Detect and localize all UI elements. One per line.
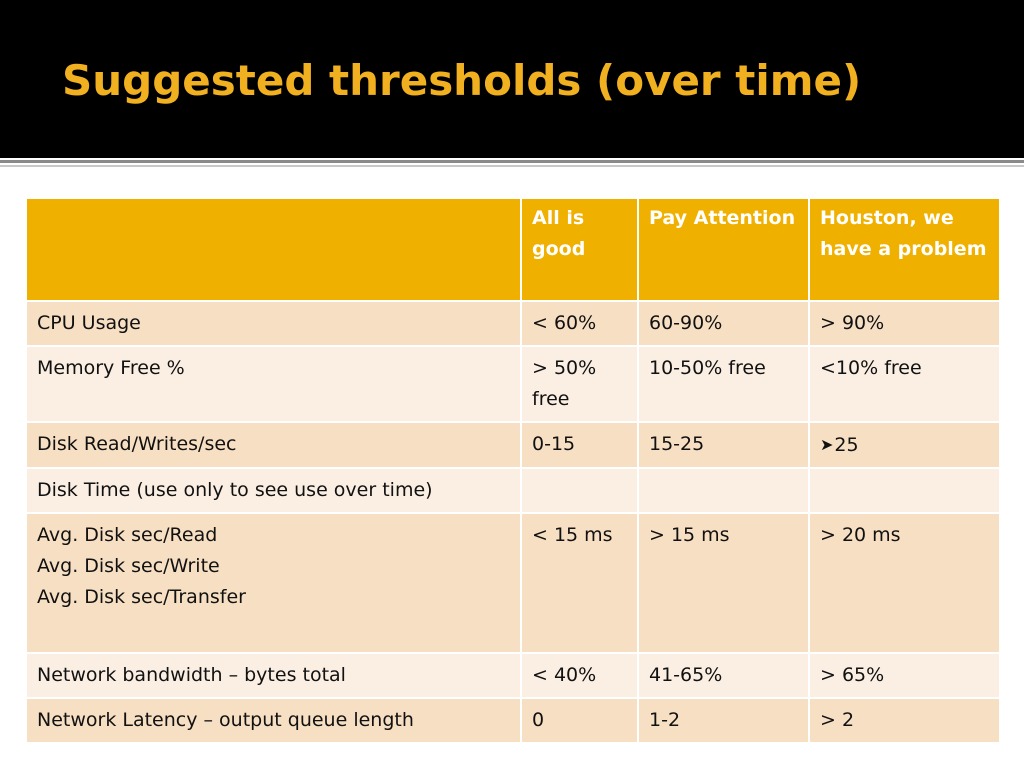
- attention-cell: 1-2: [637, 697, 810, 744]
- problem-cell: > 20 ms: [808, 512, 1001, 654]
- header-pay-attention: Pay Attention: [637, 197, 810, 302]
- good-cell: 0-15: [520, 421, 639, 469]
- metric-cell: Avg. Disk sec/Read Avg. Disk sec/Write A…: [25, 512, 522, 654]
- attention-cell: 41-65%: [637, 652, 810, 699]
- table-row: Network Latency – output queue length 0 …: [25, 697, 1001, 744]
- problem-cell: > 90%: [808, 300, 1001, 347]
- metric-cell: Disk Time (use only to see use over time…: [25, 467, 522, 514]
- table-header-row: All is good Pay Attention Houston, we ha…: [25, 197, 1001, 302]
- table-row: Network bandwidth – bytes total < 40% 41…: [25, 652, 1001, 699]
- table-row: Disk Time (use only to see use over time…: [25, 467, 1001, 514]
- header-houston-problem: Houston, we have a problem: [808, 197, 1001, 302]
- metric-cell: Memory Free %: [25, 345, 522, 423]
- attention-cell: 15-25: [637, 421, 810, 469]
- attention-cell: 60-90%: [637, 300, 810, 347]
- problem-cell: <10% free: [808, 345, 1001, 423]
- title-bar: Suggested thresholds (over time): [0, 0, 1024, 158]
- metric-cell: Network Latency – output queue length: [25, 697, 522, 744]
- good-cell: [520, 467, 639, 514]
- metric-cell: Disk Read/Writes/sec: [25, 421, 522, 469]
- attention-cell: 10-50% free: [637, 345, 810, 423]
- problem-cell: [808, 467, 1001, 514]
- table-row: Avg. Disk sec/Read Avg. Disk sec/Write A…: [25, 512, 1001, 654]
- attention-cell: > 15 ms: [637, 512, 810, 654]
- header-metric: [25, 197, 522, 302]
- table-row: CPU Usage < 60% 60-90% > 90%: [25, 300, 1001, 347]
- header-all-is-good: All is good: [520, 197, 639, 302]
- arrowhead-bullet-icon: ➤: [820, 435, 834, 454]
- table-row: Memory Free % > 50% free 10-50% free <10…: [25, 345, 1001, 423]
- slide-title: Suggested thresholds (over time): [62, 56, 862, 105]
- good-cell: > 50% free: [520, 345, 639, 423]
- attention-cell: [637, 467, 810, 514]
- good-cell: < 60%: [520, 300, 639, 347]
- problem-value: 25: [834, 434, 859, 456]
- table-row: Disk Read/Writes/sec 0-15 15-25 ➤25: [25, 421, 1001, 469]
- metric-cell: CPU Usage: [25, 300, 522, 347]
- problem-cell: > 2: [808, 697, 1001, 744]
- problem-cell: ➤25: [808, 421, 1001, 469]
- thresholds-table: All is good Pay Attention Houston, we ha…: [25, 197, 1001, 744]
- problem-cell: > 65%: [808, 652, 1001, 699]
- metric-cell: Network bandwidth – bytes total: [25, 652, 522, 699]
- title-divider-light: [0, 165, 1024, 167]
- good-cell: < 15 ms: [520, 512, 639, 654]
- good-cell: < 40%: [520, 652, 639, 699]
- good-cell: 0: [520, 697, 639, 744]
- title-divider: [0, 160, 1024, 163]
